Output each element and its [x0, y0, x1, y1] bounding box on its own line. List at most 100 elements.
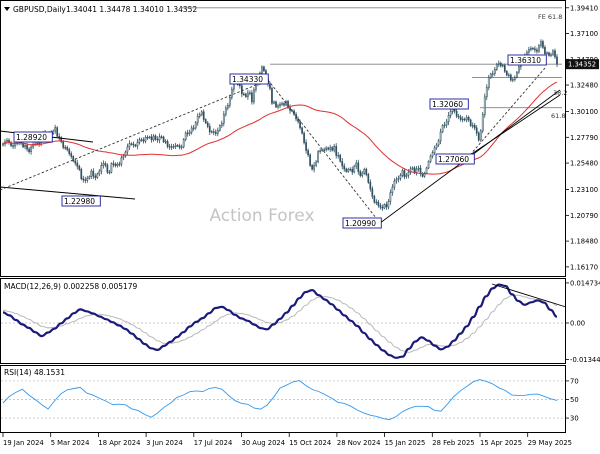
date-tick-label: 15 Oct 2024: [289, 439, 331, 447]
candle-body: [220, 122, 223, 126]
date-tick-label: 19 Jan 2024: [3, 439, 44, 447]
candle-body: [542, 41, 544, 48]
watermark-text: Action Forex: [209, 206, 314, 226]
last-price-label: 1.34352: [568, 61, 596, 69]
candle-body: [397, 178, 400, 180]
candle-body: [74, 160, 77, 164]
candle-body: [419, 167, 422, 174]
fib-label-text: 38.2: [553, 89, 567, 97]
date-axis: 19 Jan 2024 5 Mar 2024 18 Apr 2024 3 Jun 20…: [2, 433, 572, 447]
price-axis: 1.394101.371001.347901.324801.301001.277…: [566, 4, 599, 271]
candle-body: [385, 204, 388, 208]
candle-body: [136, 141, 139, 147]
candle-body: [283, 103, 285, 106]
price-tick-label: 1.18480: [570, 238, 598, 246]
candle-body: [469, 119, 472, 126]
candle-body: [128, 143, 131, 148]
price-candles: [2, 39, 558, 211]
level-label-box: [507, 54, 547, 66]
candle-body: [511, 79, 514, 81]
candle-body: [56, 127, 59, 137]
price-tick-label: 1.39410: [570, 4, 598, 12]
candle-body: [393, 180, 396, 188]
candle-body: [194, 122, 197, 129]
candle-body: [108, 171, 111, 174]
candle-body: [188, 131, 191, 134]
candle-body: [106, 164, 109, 173]
candle-body: [226, 105, 229, 109]
candle-body: [307, 150, 309, 156]
candle-body: [534, 48, 536, 51]
candle-body: [538, 45, 540, 52]
candle-body: [90, 170, 93, 177]
candle-body: [395, 179, 398, 182]
candle-body: [249, 92, 251, 94]
candle-body: [532, 47, 534, 50]
candle-body: [333, 145, 336, 151]
candle-body: [198, 114, 201, 117]
price-tick-label: 1.37100: [570, 30, 598, 38]
candle-body: [110, 163, 113, 173]
candle-body: [186, 132, 189, 135]
dropdown-arrow-icon[interactable]: [4, 7, 10, 11]
date-tick-label: 18 Apr 2024: [98, 439, 140, 447]
candle-body: [52, 130, 55, 134]
candle-body: [477, 132, 480, 141]
level-label-text: 1.20990: [345, 219, 376, 228]
candle-body: [449, 111, 452, 116]
candle-body: [200, 111, 203, 115]
price-level-labels: 1.28920 1.22980 1.34330 1.20990 1.27060 1.320…: [13, 13, 567, 229]
macd-tick-label: -0.013442: [570, 356, 600, 364]
macd-axis: 0.014734 0.00 -0.013442: [566, 279, 600, 364]
candle-body: [182, 139, 185, 148]
level-label-text: 1.32060: [432, 100, 463, 109]
candle-body: [76, 162, 79, 167]
candle-body: [487, 77, 490, 88]
candle-body: [405, 174, 408, 177]
candle-body: [483, 96, 486, 115]
candle-body: [124, 151, 127, 157]
candle-body: [345, 168, 348, 172]
candle-body: [96, 173, 99, 178]
candle-body: [206, 122, 209, 127]
candle-body: [281, 103, 283, 105]
candle-body: [114, 163, 117, 166]
candle-body: [130, 143, 133, 145]
candle-body: [516, 71, 518, 78]
candle-body: [172, 146, 175, 148]
candle-body: [2, 143, 4, 146]
candle-body: [379, 205, 382, 208]
candle-body: [427, 161, 430, 169]
candle-body: [347, 168, 350, 172]
inner-support-trendline: [469, 94, 561, 156]
candle-body: [152, 135, 155, 141]
candle-body: [413, 167, 416, 173]
candle-body: [455, 110, 458, 117]
candle-body: [473, 124, 476, 129]
candle-body: [120, 157, 123, 165]
candle-body: [190, 127, 193, 133]
candle-body: [373, 196, 376, 203]
candle-body: [156, 138, 159, 141]
candle-body: [142, 139, 145, 142]
candle-body: [375, 201, 378, 204]
candle-body: [269, 83, 271, 89]
candle-body: [88, 176, 91, 179]
candle-body: [253, 89, 255, 103]
level-label-box: [429, 98, 469, 110]
candle-body: [64, 147, 67, 149]
candle-body: [369, 181, 372, 190]
candle-body: [497, 62, 500, 65]
candle-body: [78, 165, 81, 170]
candle-body: [544, 47, 546, 55]
candle-body: [431, 152, 434, 157]
candle-body: [377, 201, 380, 206]
candle-body: [297, 118, 299, 122]
candle-body: [317, 151, 319, 163]
channel-lower-line: [0, 186, 136, 200]
candle-body: [315, 161, 317, 166]
rising-channel-dashed-line: [0, 79, 269, 191]
candle-body: [178, 145, 181, 148]
candle-body: [24, 145, 26, 148]
candle-body: [411, 167, 414, 170]
